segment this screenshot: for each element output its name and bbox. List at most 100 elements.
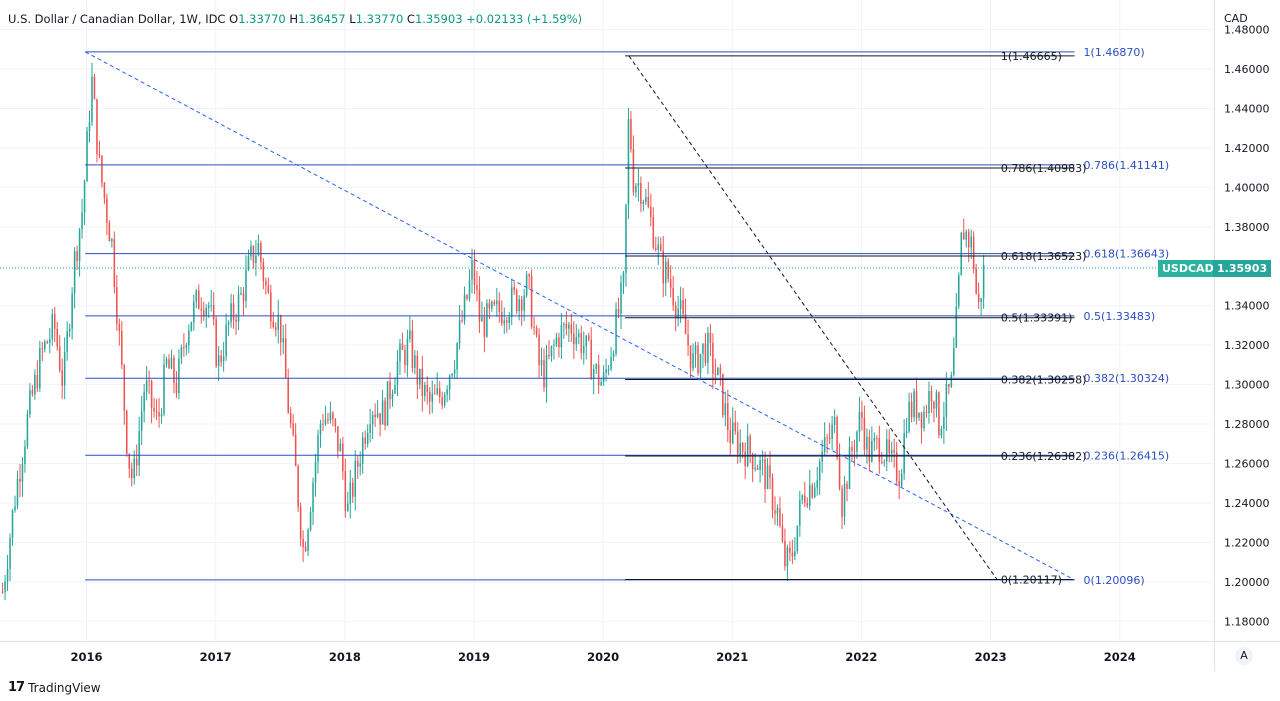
candle-body (774, 510, 776, 514)
candle-body (679, 300, 682, 309)
candle-body (257, 243, 260, 256)
candle-body (106, 198, 108, 223)
tradingview-logo-icon: 17 (8, 680, 25, 695)
candle-body (885, 439, 888, 462)
candle-body (908, 401, 910, 432)
time-tick-label: 2021 (716, 650, 748, 664)
candle-body (66, 331, 68, 353)
candle-body (215, 319, 217, 366)
fib-black-level-label: 0.5(1.33391) (1001, 312, 1073, 325)
candle-body (153, 407, 155, 412)
candle-body (903, 433, 905, 474)
candle-body (113, 239, 116, 287)
candle-body (806, 502, 809, 506)
candle-body (868, 436, 871, 462)
candle-body (272, 321, 275, 328)
candle-body (245, 269, 247, 301)
candle-body (53, 313, 56, 329)
candle-body (86, 131, 88, 182)
candle-body (130, 468, 133, 478)
candle-body (650, 206, 652, 217)
candle-body (948, 383, 950, 387)
candle-body (19, 478, 21, 482)
candle-body (101, 155, 103, 184)
fib-blue-level-label: 0.382(1.30324) (1084, 372, 1170, 385)
price-axis[interactable]: 1.18000 1.20000 1.22000 1.24000 1.26000 1.280… (1214, 0, 1280, 701)
candle-body (361, 437, 364, 464)
candle-body (424, 385, 426, 397)
candle-body (523, 295, 525, 311)
candle-body (543, 360, 545, 388)
candle-body (150, 380, 153, 408)
candle-body (369, 424, 371, 433)
candle-body (719, 367, 722, 374)
candle-body (836, 416, 838, 458)
time-tick-label: 2016 (71, 650, 103, 664)
candle-body (873, 437, 876, 441)
candle-body (694, 345, 697, 354)
candle-body (170, 357, 173, 369)
candle-body (299, 506, 302, 539)
candle-body (190, 322, 193, 331)
candle-body (828, 438, 831, 440)
candle-body (689, 345, 692, 369)
candle-body (662, 250, 664, 284)
candle-body (853, 450, 856, 452)
candle-body (160, 413, 163, 417)
candle-body (704, 343, 707, 363)
candle-body (724, 403, 727, 416)
symbol-badge: USDCAD (1158, 259, 1218, 277)
time-tick-label: 2023 (975, 650, 1007, 664)
candle-body (61, 370, 63, 386)
candle-body (659, 244, 662, 251)
candle-body (98, 154, 101, 156)
price-tick-label: 1.42000 (1224, 142, 1270, 155)
candle-body (622, 272, 625, 283)
candle-body (508, 316, 511, 323)
candle-body (863, 417, 866, 450)
fib-black-level-label: 0.618(1.36523) (1001, 250, 1087, 263)
candle-body (58, 346, 61, 371)
candle-body (198, 290, 200, 309)
candle-body (76, 251, 78, 262)
candle-body (804, 495, 806, 503)
candle-body (88, 122, 91, 132)
price-tick-label: 1.34000 (1224, 300, 1270, 313)
time-axis[interactable]: 2016 2017 2018 2019 2020 2021 2022 2023 2024 (0, 641, 1280, 665)
candle-body (967, 231, 970, 248)
candle-body (337, 426, 339, 452)
close-label: C (406, 12, 415, 26)
candle-body (416, 355, 419, 385)
candle-body (717, 367, 719, 376)
candle-body (381, 400, 384, 425)
candle-body (732, 422, 734, 444)
candle-body (307, 529, 309, 551)
candle-body (14, 506, 16, 511)
candle-body (143, 391, 145, 412)
trendlines[interactable] (85, 51, 1075, 581)
candle-body (207, 305, 210, 308)
candle-body (821, 451, 823, 462)
candle-body (630, 119, 632, 150)
candle-body (510, 287, 513, 317)
candle-body (145, 380, 148, 392)
fib-retracements[interactable]: 1(1.46870)0.786(1.41141)0.618(1.36643)0.… (85, 46, 1169, 587)
candle-body (352, 482, 354, 497)
candle-body (843, 483, 846, 517)
candle-body (125, 410, 128, 454)
tradingview-brand[interactable]: 17 TradingView (8, 680, 101, 695)
candle-body (384, 400, 386, 426)
candle-body (391, 393, 394, 400)
candle-body (374, 414, 376, 417)
candle-body (900, 473, 903, 487)
auto-scale-button[interactable]: A (1235, 647, 1253, 665)
candle-body (270, 292, 272, 322)
candle-body (888, 439, 891, 454)
candle-body (605, 369, 607, 373)
candle-body (165, 359, 168, 365)
candle-body (615, 309, 617, 354)
candle-body (419, 368, 421, 385)
candle-body (287, 378, 289, 413)
candle-body (933, 401, 935, 409)
